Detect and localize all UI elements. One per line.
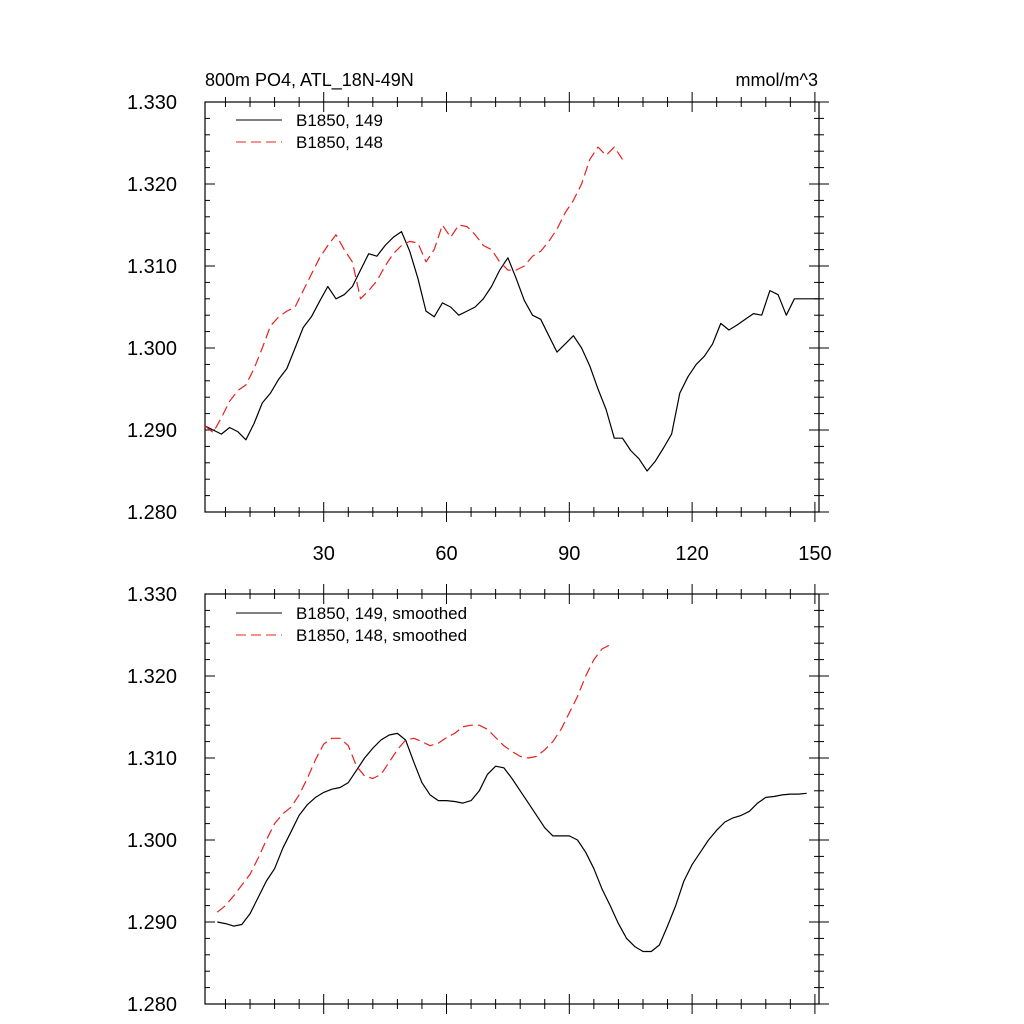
top-x-axis-labels: 30 60 90 120 150 xyxy=(313,543,832,565)
legend-label-149: B1850, 149 xyxy=(296,111,383,130)
bottom-series-line-1 xyxy=(216,644,611,913)
bottom-ytick-label: 1.300 xyxy=(127,830,177,852)
top-xtick-label: 30 xyxy=(313,543,335,565)
top-ytick-label: 1.330 xyxy=(127,92,177,114)
top-ytick-label: 1.280 xyxy=(127,502,177,524)
units-label: mmol/m^3 xyxy=(736,70,818,90)
bottom-chart-panel: 1.280 1.290 1.300 1.310 1.320 1.330 B1850, 14… xyxy=(127,584,829,1016)
top-xtick-label: 90 xyxy=(558,543,580,565)
bottom-ytick-label: 1.280 xyxy=(127,994,177,1016)
bottom-ytick-label: 1.290 xyxy=(127,912,177,934)
bottom-plot-frame xyxy=(204,593,820,1005)
top-plot-frame xyxy=(204,101,820,513)
top-chart-panel: 1.280 1.290 1.300 1.310 1.320 1.330 30 60 90 120… xyxy=(127,92,832,565)
top-ytick-label: 1.310 xyxy=(127,256,177,278)
top-ytick-label: 1.320 xyxy=(127,174,177,196)
bottom-ytick-label: 1.310 xyxy=(127,748,177,770)
chart-title: 800m PO4, ATL_18N-49N xyxy=(205,70,414,91)
top-y-axis-labels: 1.280 1.290 1.300 1.310 1.320 1.330 xyxy=(127,92,177,524)
top-axis-ticks xyxy=(205,92,829,522)
top-ytick-label: 1.300 xyxy=(127,338,177,360)
bottom-axis-ticks xyxy=(205,584,829,1014)
top-series-line-1 xyxy=(204,146,623,434)
bottom-series-lines xyxy=(216,644,807,953)
top-series-lines xyxy=(204,146,819,472)
top-legend: B1850, 149 B1850, 148 xyxy=(236,111,383,152)
legend-label-148: B1850, 148 xyxy=(296,133,383,152)
legend-label-148-smoothed: B1850, 148, smoothed xyxy=(296,626,467,645)
legend-label-149-smoothed: B1850, 149, smoothed xyxy=(296,604,467,623)
bottom-series-line-0 xyxy=(217,732,807,953)
top-xtick-label: 150 xyxy=(798,543,831,565)
bottom-ytick-label: 1.320 xyxy=(127,666,177,688)
bottom-legend: B1850, 149, smoothed B1850, 148, smoothe… xyxy=(236,604,467,645)
top-series-line-0 xyxy=(204,231,819,472)
bottom-ytick-label: 1.330 xyxy=(127,584,177,606)
top-xtick-label: 120 xyxy=(675,543,708,565)
bottom-y-axis-labels: 1.280 1.290 1.300 1.310 1.320 1.330 xyxy=(127,584,177,1016)
top-ytick-label: 1.290 xyxy=(127,420,177,442)
top-xtick-label: 60 xyxy=(435,543,457,565)
